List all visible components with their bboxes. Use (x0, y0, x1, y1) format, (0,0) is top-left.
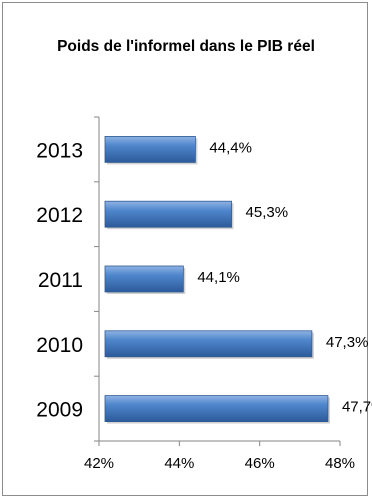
bar (104, 200, 232, 228)
bar (104, 395, 329, 423)
x-tick-label: 48% (325, 455, 355, 472)
data-label: 44,1% (197, 269, 240, 286)
bar (104, 135, 196, 163)
bar (104, 265, 184, 293)
axes (94, 116, 341, 446)
bar (104, 330, 313, 358)
category-label: 2011 (38, 269, 83, 292)
data-label: 44,4% (209, 139, 252, 156)
x-tick-label: 42% (84, 455, 114, 472)
category-label: 2013 (36, 139, 83, 162)
category-label: 2010 (36, 334, 83, 357)
data-label: 45,3% (246, 204, 289, 221)
x-tick-label: 46% (245, 455, 275, 472)
data-label: 47,7% (342, 399, 372, 416)
labels: 42% 44% 46% 48% 2009 47,7% 2010 47,3% 2011 44,1% 2… (36, 139, 372, 472)
category-label: 2012 (36, 204, 83, 227)
x-tick-label: 44% (164, 455, 194, 472)
category-label: 2009 (36, 399, 83, 422)
bars (104, 135, 330, 424)
chart-title-text: Poids de l'informel dans le PIB réel (57, 38, 315, 55)
data-label: 47,3% (326, 334, 369, 351)
chart-title: Poids de l'informel dans le PIB réel (0, 36, 372, 58)
